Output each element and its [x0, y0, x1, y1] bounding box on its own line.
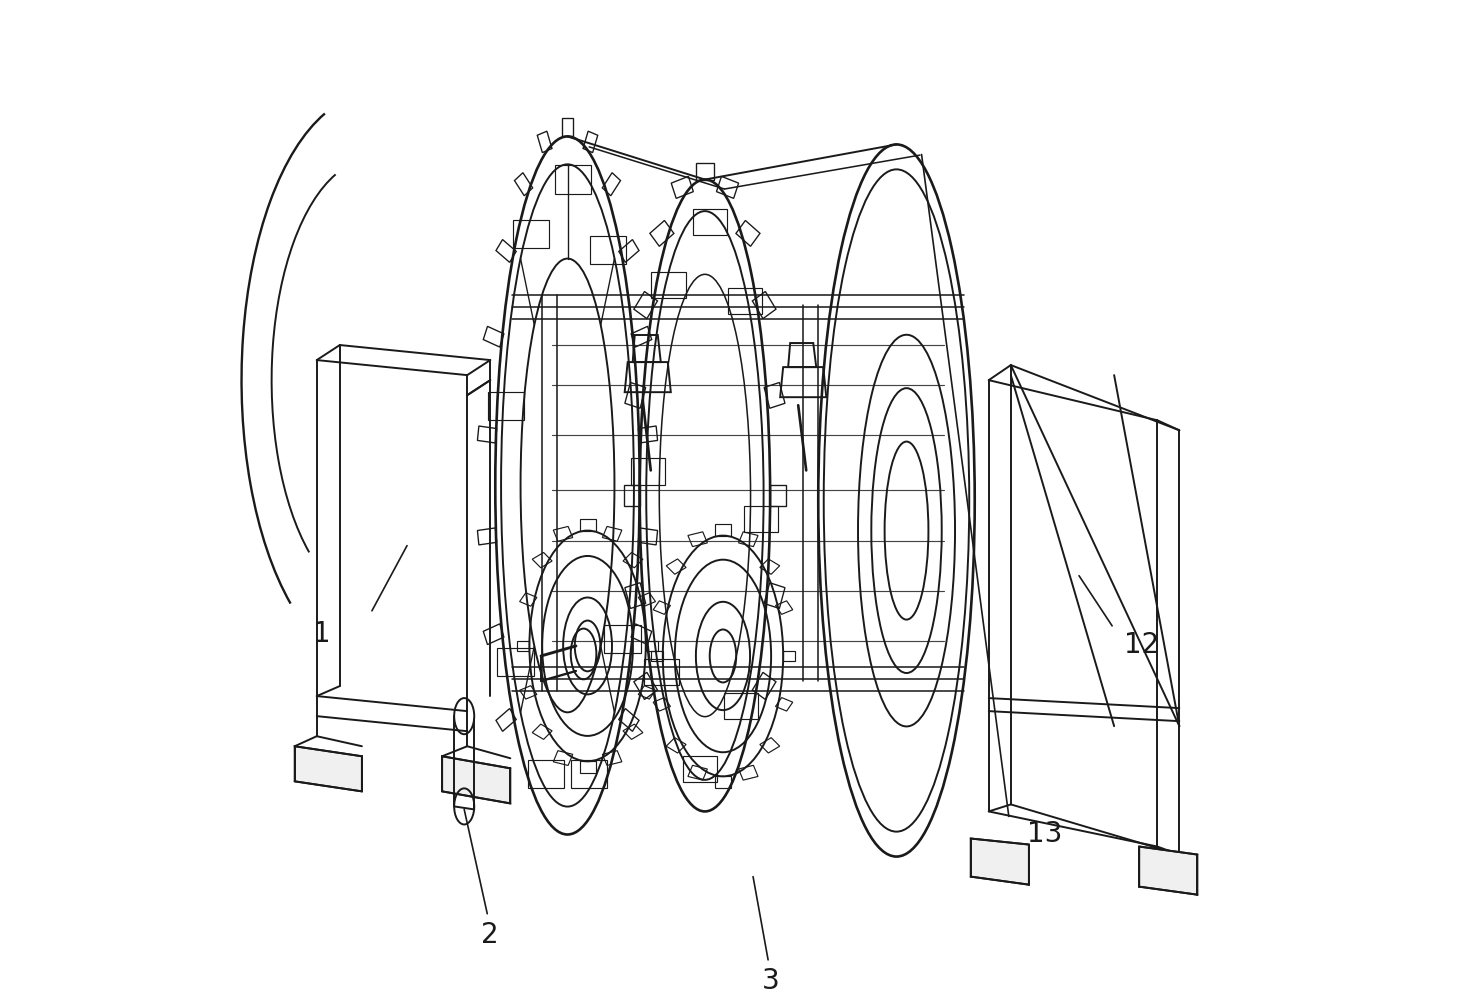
- Text: 1: 1: [312, 619, 330, 647]
- Text: 12: 12: [1124, 630, 1160, 658]
- Text: 3: 3: [762, 966, 780, 994]
- Polygon shape: [1139, 847, 1198, 895]
- Polygon shape: [295, 746, 362, 792]
- Polygon shape: [970, 839, 1029, 885]
- Text: 2: 2: [481, 920, 498, 948]
- Polygon shape: [443, 757, 510, 804]
- Text: 13: 13: [1026, 820, 1063, 848]
